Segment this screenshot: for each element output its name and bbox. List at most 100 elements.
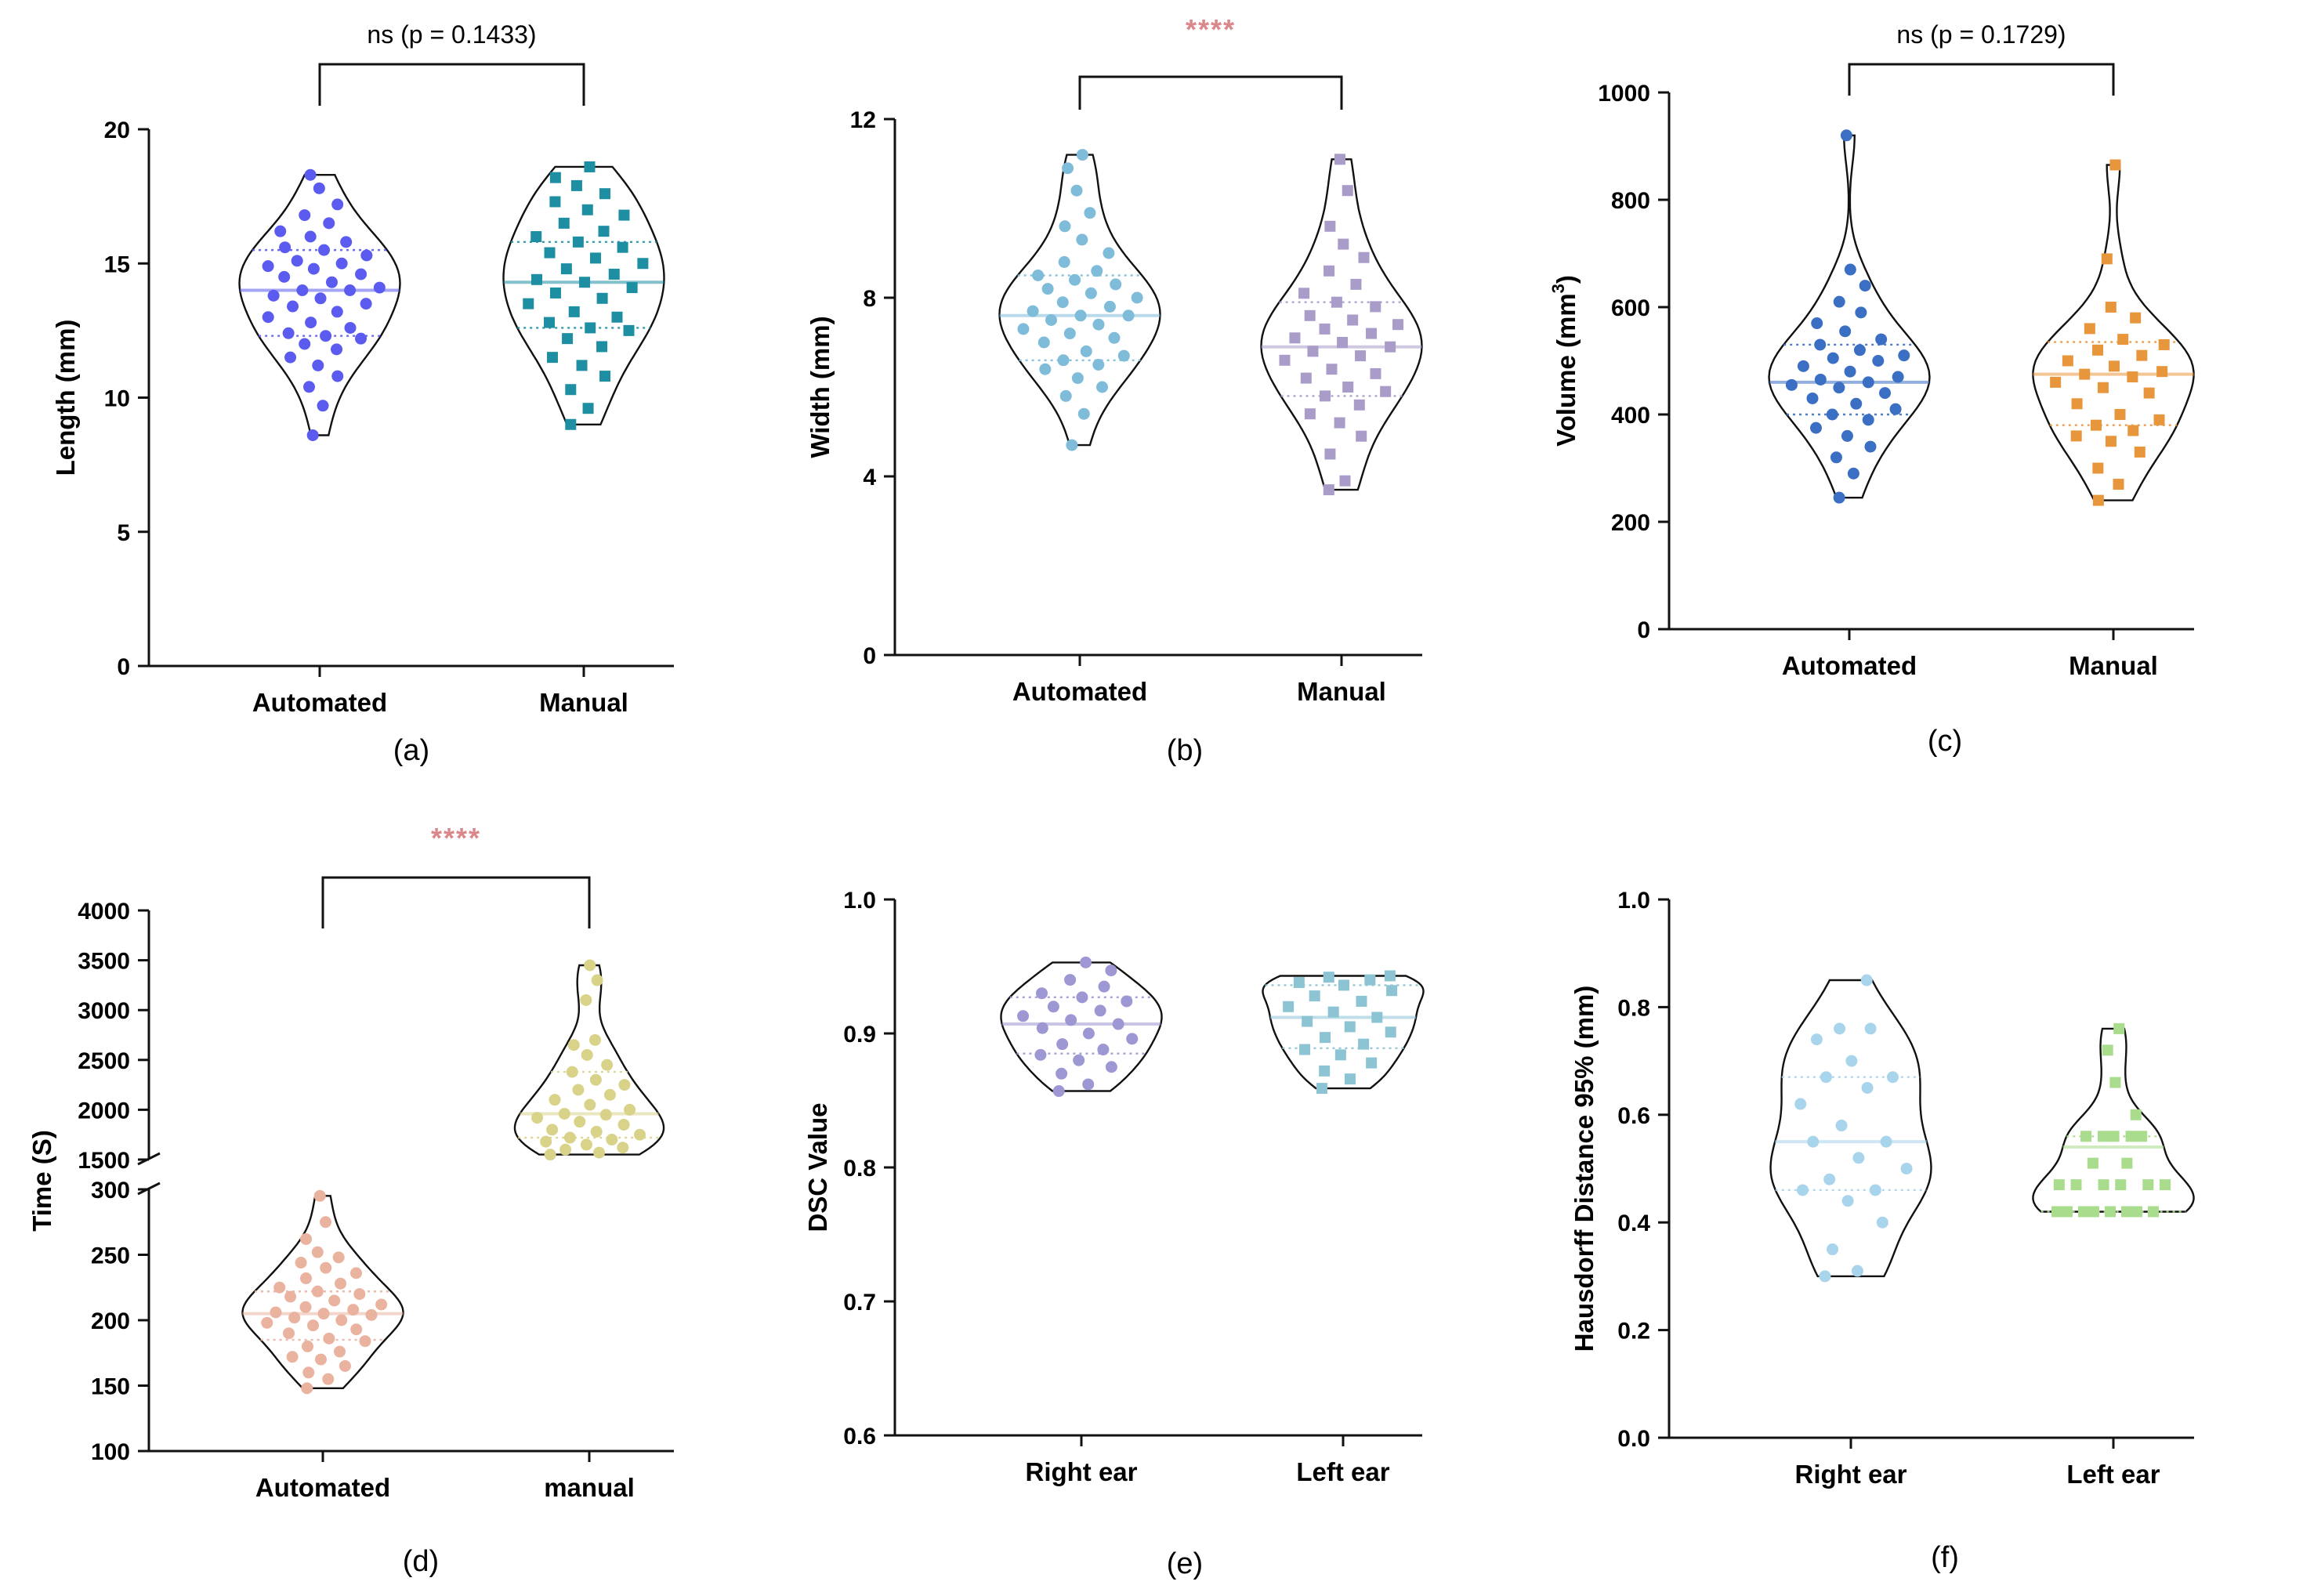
data-point-series-0 bbox=[335, 257, 348, 270]
data-point-series-0 bbox=[1814, 338, 1827, 351]
data-point-series-0 bbox=[273, 1281, 286, 1294]
data-point-series-0 bbox=[1797, 360, 1809, 372]
x-category-label: Manual bbox=[2069, 651, 2158, 680]
data-point-series-0 bbox=[335, 1277, 347, 1290]
data-point-series-0 bbox=[1810, 1033, 1823, 1046]
data-point-series-1 bbox=[1370, 301, 1381, 313]
data-point-series-0 bbox=[317, 1308, 330, 1320]
data-point-series-1 bbox=[572, 236, 584, 248]
data-point-series-0 bbox=[1105, 1061, 1117, 1073]
data-point-series-1 bbox=[2053, 1179, 2065, 1191]
data-point-series-0 bbox=[1841, 429, 1853, 442]
significance-bracket bbox=[321, 876, 591, 928]
significance-bracket bbox=[1848, 63, 2115, 96]
data-point-series-1 bbox=[2113, 1022, 2125, 1034]
data-point-series-0 bbox=[1084, 207, 1096, 219]
data-point-series-0 bbox=[317, 400, 329, 412]
data-point-series-0 bbox=[1860, 974, 1873, 986]
data-point-series-0 bbox=[1827, 352, 1839, 364]
data-point-series-0 bbox=[291, 255, 303, 267]
data-point-series-0 bbox=[287, 300, 299, 313]
data-point-series-1 bbox=[523, 298, 534, 309]
data-point-series-0 bbox=[1862, 414, 1874, 426]
panel-label: (d) bbox=[403, 1545, 439, 1578]
data-point-series-1 bbox=[2084, 323, 2095, 335]
violin-outline-series-1 bbox=[1260, 158, 1423, 491]
data-point-series-0 bbox=[1875, 333, 1888, 346]
data-point-series-1 bbox=[2090, 419, 2102, 431]
x-category-label: Left ear bbox=[1296, 1457, 1389, 1486]
data-point-series-1 bbox=[2127, 371, 2138, 383]
data-point-series-0 bbox=[302, 1340, 314, 1352]
data-point-series-0 bbox=[301, 1382, 313, 1395]
data-point-series-0 bbox=[1850, 397, 1863, 410]
data-point-series-0 bbox=[1105, 964, 1117, 977]
data-point-series-0 bbox=[332, 1251, 345, 1264]
data-point-series-1 bbox=[2117, 334, 2129, 346]
data-point-series-0 bbox=[328, 1294, 341, 1307]
data-point-series-1 bbox=[2092, 462, 2104, 474]
data-point-series-1 bbox=[1371, 1012, 1383, 1023]
data-point-series-0 bbox=[331, 343, 343, 356]
data-point-series-0 bbox=[1851, 1265, 1863, 1277]
data-point-series-1 bbox=[2134, 446, 2145, 458]
data-point-series-1 bbox=[1353, 399, 1365, 411]
data-point-series-1 bbox=[1370, 367, 1381, 379]
y-tick-label: 150 bbox=[91, 1374, 130, 1400]
data-point-series-1 bbox=[601, 1059, 614, 1071]
data-point-series-0 bbox=[306, 429, 319, 441]
data-point-series-0 bbox=[344, 284, 357, 296]
data-point-series-0 bbox=[1073, 1054, 1085, 1066]
y-tick-label: 8 bbox=[863, 286, 876, 312]
data-point-series-0 bbox=[1847, 467, 1859, 480]
data-point-series-0 bbox=[340, 236, 353, 248]
data-point-series-0 bbox=[313, 182, 325, 194]
data-point-series-0 bbox=[311, 1285, 324, 1297]
data-point-series-1 bbox=[562, 333, 574, 345]
data-point-series-0 bbox=[331, 370, 344, 382]
data-point-series-0 bbox=[1032, 270, 1045, 281]
data-point-series-0 bbox=[1062, 162, 1074, 175]
x-category-label: Right ear bbox=[1025, 1457, 1137, 1486]
data-point-series-1 bbox=[2102, 1044, 2113, 1056]
data-point-series-1 bbox=[2121, 1157, 2133, 1169]
y-axis-label: Length (mm) bbox=[51, 320, 80, 476]
data-point-series-0 bbox=[302, 381, 315, 393]
data-point-series-1 bbox=[1326, 364, 1338, 375]
y-tick-label: 0.2 bbox=[1617, 1319, 1650, 1344]
data-point-series-0 bbox=[1886, 1071, 1899, 1084]
y-tick-label: 200 bbox=[1611, 510, 1650, 536]
data-point-series-1 bbox=[618, 1079, 631, 1091]
data-point-series-1 bbox=[598, 226, 610, 237]
data-point-series-0 bbox=[299, 1301, 312, 1313]
significance-label: **** bbox=[431, 822, 481, 854]
data-point-series-0 bbox=[261, 1316, 273, 1329]
data-point-series-1 bbox=[2156, 366, 2168, 378]
data-point-series-1 bbox=[2105, 436, 2117, 447]
data-point-series-0 bbox=[1833, 295, 1845, 308]
x-category-label: Automated bbox=[252, 688, 387, 717]
panel-label: (c) bbox=[1928, 725, 1962, 758]
data-point-series-1 bbox=[1338, 979, 1350, 991]
data-point-series-1 bbox=[540, 1135, 552, 1148]
y-axis-label: Time (S) bbox=[27, 1130, 56, 1232]
data-point-series-0 bbox=[283, 1327, 295, 1340]
data-point-series-0 bbox=[1059, 389, 1072, 402]
data-point-series-1 bbox=[596, 341, 608, 353]
data-point-series-0 bbox=[1126, 1033, 1139, 1045]
data-point-series-0 bbox=[1082, 1078, 1095, 1091]
data-point-series-1 bbox=[2109, 360, 2120, 372]
data-point-series-0 bbox=[1876, 1216, 1888, 1229]
data-point-series-1 bbox=[1334, 154, 1345, 165]
data-point-series-1 bbox=[1293, 977, 1305, 989]
data-point-series-1 bbox=[1392, 319, 1404, 331]
data-point-series-1 bbox=[2121, 1206, 2133, 1218]
data-point-series-1 bbox=[1304, 309, 1316, 321]
y-axis-label: Width (mm) bbox=[806, 316, 835, 458]
data-point-series-1 bbox=[1344, 1073, 1356, 1085]
data-point-series-0 bbox=[1835, 1120, 1848, 1132]
violin-outline-series-0 bbox=[241, 1195, 404, 1389]
y-axis: 0 5 10 15 20 bbox=[104, 118, 150, 680]
data-point-series-0 bbox=[1809, 422, 1822, 434]
data-point-series-1 bbox=[2105, 302, 2117, 313]
